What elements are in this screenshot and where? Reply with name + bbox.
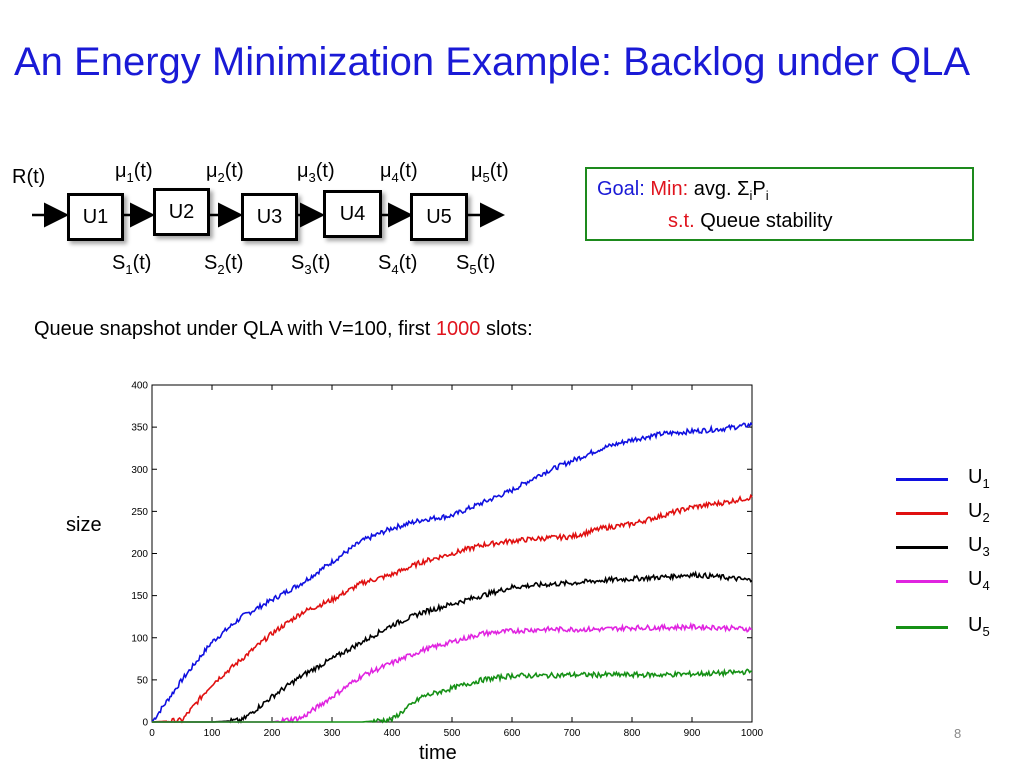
legend-line-u4 [896, 580, 948, 583]
x-tick-label: 400 [384, 728, 401, 739]
legend-item-u5: U5 [896, 614, 1006, 644]
s-label-4: S4(t) [378, 252, 418, 277]
unit-box-4: U4 [323, 190, 382, 238]
snapshot-caption: Queue snapshot under QLA with V=100, fir… [34, 318, 533, 340]
unit-box-1: U1 [67, 193, 124, 241]
s-label-2: S2(t) [204, 252, 244, 277]
input-rate-label: R(t) [12, 166, 46, 188]
y-tick-label: 400 [131, 381, 148, 392]
legend-item-u1: U1 [896, 466, 1006, 496]
slide-title: An Energy Minimization Example: Backlog … [14, 40, 971, 84]
x-tick-label: 200 [264, 728, 281, 739]
legend-item-u4: U4 [896, 568, 1006, 598]
y-tick-label: 100 [131, 633, 148, 644]
x-tick-label: 700 [564, 728, 581, 739]
x-tick-label: 300 [324, 728, 341, 739]
unit-box-3: U3 [241, 193, 298, 241]
y-tick-label: 350 [131, 423, 148, 434]
unit-box-5: U5 [410, 193, 468, 241]
page-number: 8 [954, 726, 962, 741]
y-tick-label: 150 [131, 591, 148, 602]
mu-label-3: μ3(t) [297, 160, 335, 185]
x-tick-label: 600 [504, 728, 521, 739]
diagram-arrows [32, 202, 505, 228]
s-label-1: S1(t) [112, 252, 152, 277]
s-label-3: S3(t) [291, 252, 331, 277]
min-label: Min: [650, 178, 689, 200]
x-tick-label: 500 [444, 728, 461, 739]
y-tick-label: 250 [131, 507, 148, 518]
y-tick-label: 50 [137, 675, 149, 686]
x-tick-label: 900 [684, 728, 701, 739]
series-line-u1 [151, 421, 753, 723]
y-tick-label: 0 [142, 718, 148, 729]
legend-line-u5 [896, 626, 948, 629]
legend-line-u3 [896, 546, 948, 549]
series-line-u3 [152, 570, 753, 724]
y-tick-label: 300 [131, 465, 148, 476]
series-line-u2 [151, 493, 753, 724]
mu-label-4: μ4(t) [380, 160, 418, 185]
x-tick-label: 0 [149, 728, 155, 739]
x-tick-label: 800 [624, 728, 641, 739]
mu-label-5: μ5(t) [471, 160, 509, 185]
x-tick-label: 1000 [741, 728, 764, 739]
s-label-5: S5(t) [456, 252, 496, 277]
snapshot-highlight: 1000 [435, 318, 481, 340]
series-line-u5 [152, 667, 753, 724]
y-tick-label: 200 [131, 549, 148, 560]
constraint-line: s.t. Queue stability [668, 210, 833, 233]
legend-line-u2 [896, 512, 948, 515]
goal-label: Goal: [597, 178, 645, 200]
mu-label-2: μ2(t) [206, 160, 244, 185]
legend-line-u1 [896, 478, 948, 481]
unit-box-2: U2 [153, 188, 210, 236]
x-axis-label: time [419, 742, 457, 764]
constraint-text: Queue stability [700, 210, 833, 232]
objective-text: avg. ΣiPi [693, 178, 769, 203]
mu-label-1: μ1(t) [115, 160, 153, 185]
y-axis-label: size [66, 514, 102, 536]
legend-item-u3: U3 [896, 534, 1006, 564]
legend-item-u2: U2 [896, 500, 1006, 530]
backlog-chart: 0 100 200 300 400 500 600 700 800 900 1000 0 50 100 15… [131, 381, 764, 740]
st-label: s.t. [668, 210, 695, 232]
x-tick-label: 100 [204, 728, 221, 739]
goal-box: Goal: Min: avg. ΣiPi s.t. Queue stabilit… [585, 167, 974, 241]
goal-line: Goal: Min: avg. ΣiPi [597, 178, 769, 203]
